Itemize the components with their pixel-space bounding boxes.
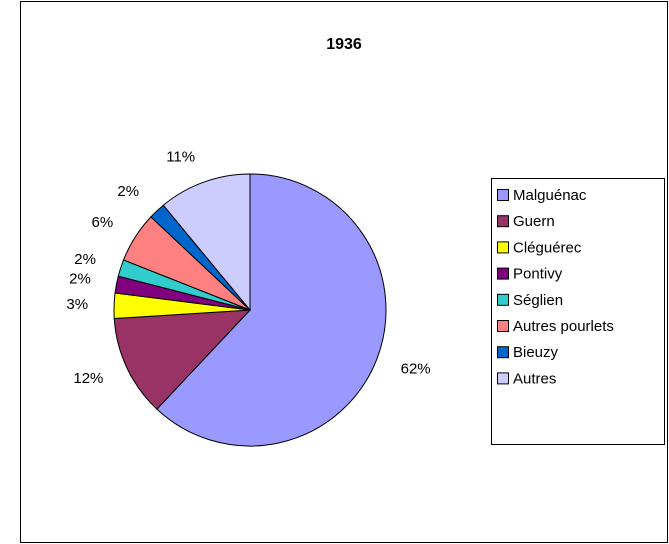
legend-swatch bbox=[497, 241, 509, 254]
pie-slice bbox=[162, 173, 251, 312]
legend-swatch bbox=[497, 372, 509, 385]
legend-swatch bbox=[497, 215, 509, 228]
chart-title: 1936 bbox=[326, 36, 362, 53]
data-label: 3% bbox=[66, 296, 88, 313]
legend-label: Cléguérec bbox=[513, 239, 582, 256]
legend-swatch bbox=[497, 320, 509, 332]
legend-box bbox=[491, 178, 665, 445]
data-label: 11% bbox=[166, 149, 195, 166]
legend-swatch bbox=[497, 293, 509, 306]
data-label: 2% bbox=[69, 271, 91, 288]
pie-slice bbox=[156, 173, 387, 447]
legend-label: Pontivy bbox=[513, 266, 563, 283]
legend-swatch bbox=[497, 189, 509, 201]
pie-slice bbox=[113, 309, 252, 410]
legend-swatch bbox=[497, 346, 509, 359]
data-label: 62% bbox=[401, 361, 431, 378]
legend-label: Séglien bbox=[513, 292, 563, 309]
legend-swatch bbox=[497, 267, 509, 280]
data-label: 2% bbox=[117, 183, 139, 200]
legend-label: Malguénac bbox=[513, 187, 587, 204]
data-label: 12% bbox=[73, 370, 103, 387]
data-label: 6% bbox=[92, 214, 114, 231]
legend-label: Autres bbox=[513, 370, 556, 387]
legend-label: Bieuzy bbox=[513, 344, 559, 361]
data-label: 2% bbox=[74, 251, 96, 268]
legend-label: Autres pourlets bbox=[513, 318, 614, 335]
legend-label: Guern bbox=[513, 213, 555, 230]
